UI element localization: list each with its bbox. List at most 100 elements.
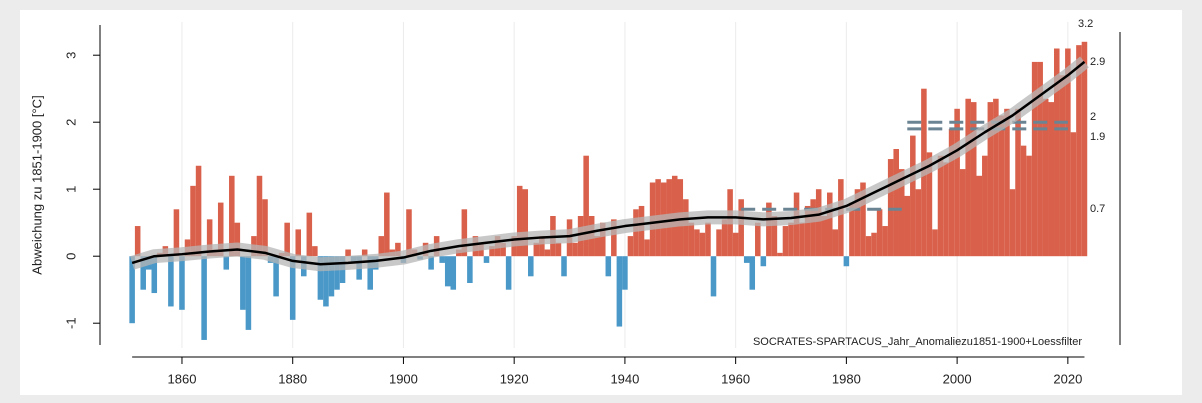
bar — [1004, 108, 1010, 257]
bar — [206, 219, 213, 257]
bar — [893, 149, 899, 257]
bar — [483, 256, 490, 263]
bar — [323, 256, 329, 307]
smooth-line — [131, 60, 1086, 266]
bar — [721, 219, 728, 257]
bar — [622, 256, 628, 290]
bar — [594, 236, 600, 257]
bar — [1059, 75, 1066, 257]
bar — [694, 229, 700, 257]
bar — [871, 232, 877, 257]
bar — [384, 192, 390, 257]
bar — [522, 189, 529, 257]
last-value-label: 3.2 — [1078, 18, 1093, 30]
reference-label: 0.7 — [1090, 203, 1105, 215]
reference-label: 2 — [1090, 111, 1096, 123]
x-tick-label: 2020 — [1053, 371, 1082, 386]
y-tick-label: 0 — [63, 253, 78, 260]
bar — [256, 175, 263, 257]
bar — [240, 256, 246, 310]
bar — [317, 256, 324, 300]
bar — [533, 242, 540, 257]
x-tick-label: 2000 — [943, 371, 972, 386]
bar — [134, 226, 141, 257]
bar — [710, 256, 717, 297]
bar — [583, 155, 589, 257]
bar — [976, 175, 983, 257]
bar — [915, 189, 922, 257]
y-tick-label: 1 — [63, 186, 78, 193]
bar — [223, 256, 230, 270]
x-tick-label: 1980 — [832, 371, 861, 386]
bar — [489, 246, 495, 257]
bar — [1026, 155, 1032, 257]
bar — [743, 256, 750, 263]
bar — [1081, 41, 1088, 257]
bar — [516, 185, 523, 257]
bar — [755, 222, 761, 257]
bar — [284, 222, 290, 257]
bar — [1076, 45, 1082, 257]
bar — [954, 108, 960, 257]
bar — [1009, 189, 1016, 257]
bar — [998, 115, 1005, 257]
smooth-end-label: 2.9 — [1090, 56, 1105, 68]
bar — [627, 236, 634, 257]
bar — [1065, 48, 1071, 257]
bar — [439, 256, 445, 263]
bar — [367, 256, 373, 290]
bar — [699, 232, 706, 257]
x-tick-label: 1960 — [721, 371, 750, 386]
bar — [771, 216, 778, 257]
bar — [201, 256, 207, 340]
bar — [461, 209, 468, 257]
bar — [1054, 48, 1060, 257]
bar — [705, 222, 711, 257]
bar — [544, 249, 551, 257]
bar — [378, 236, 385, 257]
bar — [948, 128, 955, 257]
bar — [937, 155, 944, 257]
bar — [1042, 98, 1049, 257]
bar — [683, 199, 689, 257]
bar — [838, 179, 844, 257]
bar — [982, 155, 988, 257]
bar — [959, 169, 966, 257]
bar — [151, 256, 158, 294]
bar — [179, 256, 185, 310]
x-tick-label: 1900 — [389, 371, 418, 386]
bar — [195, 165, 202, 257]
annotation: SOCRATES-SPARTACUS_Jahr_Anomaliezu1851-1… — [753, 336, 1082, 348]
bar — [788, 222, 794, 257]
y-tick-label: -1 — [63, 317, 78, 329]
x-tick-label: 1860 — [168, 371, 197, 386]
bar — [306, 212, 313, 257]
bar — [633, 209, 639, 257]
bar — [1070, 132, 1077, 257]
bar — [965, 98, 971, 257]
y-tick-label: 3 — [63, 52, 78, 59]
bar — [1015, 108, 1021, 257]
bar — [428, 256, 434, 270]
bar — [882, 226, 888, 257]
bar — [444, 256, 451, 287]
bar — [234, 222, 241, 257]
y-axis-title: Abweichung zu 1851-1900 [°C] — [29, 95, 44, 274]
bar — [898, 169, 905, 257]
bar — [910, 135, 916, 257]
bar — [328, 256, 335, 297]
bar — [760, 256, 767, 267]
bar — [865, 236, 872, 257]
bar — [611, 219, 617, 257]
bar — [500, 242, 506, 257]
bar — [644, 239, 650, 257]
bar — [799, 222, 805, 257]
bar — [738, 199, 744, 257]
y-tick-label: 2 — [63, 119, 78, 126]
bar — [528, 256, 534, 277]
bar — [688, 222, 695, 257]
bar — [782, 226, 789, 257]
bar — [140, 256, 146, 290]
bar — [926, 152, 933, 257]
